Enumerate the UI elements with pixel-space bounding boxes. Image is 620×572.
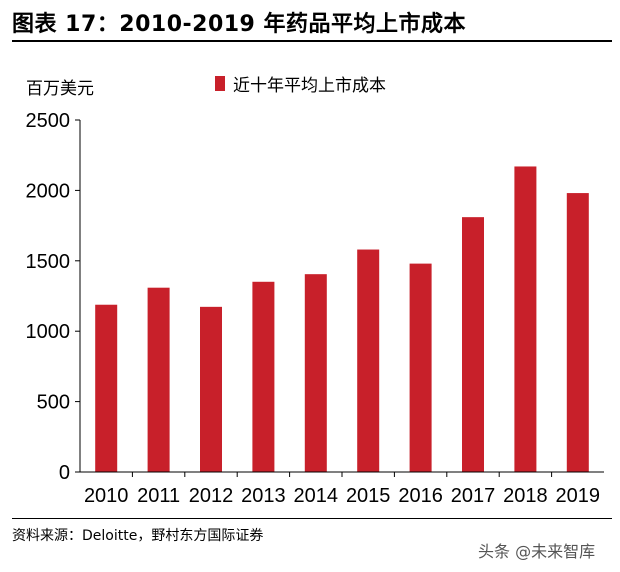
bar-2013 bbox=[252, 281, 275, 472]
bar-2011 bbox=[147, 287, 170, 472]
chart-title: 图表 17：2010-2019 年药品平均上市成本 bbox=[12, 12, 467, 37]
x-tick-label: 2014 bbox=[294, 485, 339, 507]
y-tick-label: 2000 bbox=[26, 180, 71, 202]
y-axis-unit-label: 百万美元 bbox=[26, 79, 94, 99]
bar-2018 bbox=[514, 166, 537, 473]
x-tick-label: 2019 bbox=[556, 485, 601, 507]
y-tick-label: 0 bbox=[59, 462, 70, 484]
bar-2014 bbox=[304, 274, 327, 472]
legend-swatch bbox=[215, 76, 225, 91]
bar-2019 bbox=[566, 193, 589, 472]
y-tick-label: 1500 bbox=[26, 251, 71, 273]
bar-chart: 0 500 1000 1500 2000 2500 2010 2011 2012 2013 201… bbox=[26, 110, 604, 507]
bar-2016 bbox=[409, 263, 432, 472]
x-tick-label: 2017 bbox=[451, 485, 496, 507]
bar-2015 bbox=[357, 249, 380, 472]
y-tick-label: 2500 bbox=[26, 110, 71, 132]
bar-2012 bbox=[200, 306, 222, 472]
bar-2010 bbox=[95, 304, 118, 472]
x-tick-label: 2010 bbox=[84, 485, 129, 507]
x-tick-label: 2013 bbox=[241, 485, 286, 507]
y-tick-label: 500 bbox=[37, 392, 70, 414]
legend-label: 近十年平均上市成本 bbox=[233, 76, 386, 96]
source-note: 资料来源：Deloitte，野村东方国际证券 bbox=[12, 528, 264, 544]
watermark: 头条 @未来智库 bbox=[478, 542, 596, 561]
title-rule bbox=[12, 40, 612, 42]
y-tick-label: 1000 bbox=[26, 321, 71, 343]
x-tick-label: 2018 bbox=[503, 485, 548, 507]
footer-rule bbox=[12, 518, 612, 519]
bar-2017 bbox=[462, 217, 484, 472]
x-tick-label: 2016 bbox=[398, 485, 443, 507]
x-tick-label: 2012 bbox=[189, 485, 234, 507]
x-tick-label: 2015 bbox=[346, 485, 391, 507]
legend: 近十年平均上市成本 bbox=[215, 71, 386, 96]
x-tick-label: 2011 bbox=[137, 485, 180, 507]
